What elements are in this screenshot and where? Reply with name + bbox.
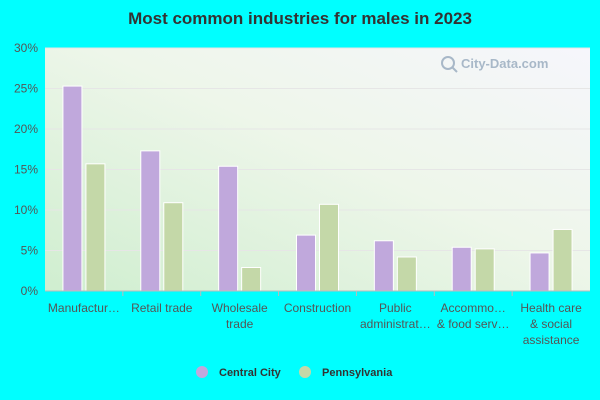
y-tick-label: 15% [14,163,38,177]
bar-pennsylvania[interactable] [319,203,339,292]
bar-pennsylvania[interactable] [396,256,417,292]
x-category-label: Construction [284,301,351,315]
y-axis: 0% 5% 10% 15% 20% 25% 30% [14,41,38,298]
bar-central-city[interactable] [218,165,239,292]
y-tick-label: 25% [14,82,38,96]
bar-central-city[interactable] [62,85,83,292]
x-category-label: Manufactur… [48,301,120,315]
bars [62,85,573,292]
x-category-label: & social [530,317,572,331]
bar-pennsylvania[interactable] [552,228,573,292]
x-category-label: Retail trade [131,301,193,315]
x-category-label: Public [379,301,412,315]
legend: Central City Pennsylvania [196,366,393,379]
bar-pennsylvania[interactable] [85,163,106,292]
x-category-label: Accommo… [441,301,506,315]
y-tick-label: 0% [21,284,39,298]
x-category-label: assistance [523,333,580,347]
bar-central-city[interactable] [529,252,550,292]
legend-label: Pennsylvania [322,367,393,379]
watermark: City-Data.com [441,56,548,73]
bar-central-city[interactable] [140,150,161,292]
legend-swatch [196,366,208,378]
bar-pennsylvania[interactable] [163,202,184,292]
bar-central-city[interactable] [296,234,316,292]
bar-pennsylvania[interactable] [474,248,495,292]
legend-label: Central City [219,367,282,379]
bar-pennsylvania[interactable] [241,267,262,292]
bar-central-city[interactable] [373,240,394,292]
watermark-text: City-Data.com [461,56,548,71]
x-category-label: administrat… [360,317,431,331]
y-tick-label: 10% [14,203,38,217]
chart-title: Most common industries for males in 2023 [128,9,472,28]
y-tick-label: 5% [21,244,39,258]
x-category-label: Wholesale [212,301,268,315]
x-category-label: trade [226,317,254,331]
y-tick-label: 30% [14,41,38,55]
y-tick-label: 20% [14,122,38,136]
legend-swatch [299,366,311,378]
bar-central-city[interactable] [451,246,472,292]
x-category-label: & food serv… [437,317,510,331]
gridlines [45,47,590,251]
watermark-magnifier-icon [441,56,455,70]
x-axis: Manufactur… Retail trade Wholesale trade Con… [48,291,582,347]
x-category-label: Health care [520,301,582,315]
